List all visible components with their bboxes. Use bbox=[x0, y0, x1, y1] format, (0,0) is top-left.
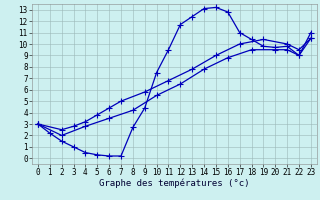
X-axis label: Graphe des températures (°c): Graphe des températures (°c) bbox=[99, 179, 250, 188]
